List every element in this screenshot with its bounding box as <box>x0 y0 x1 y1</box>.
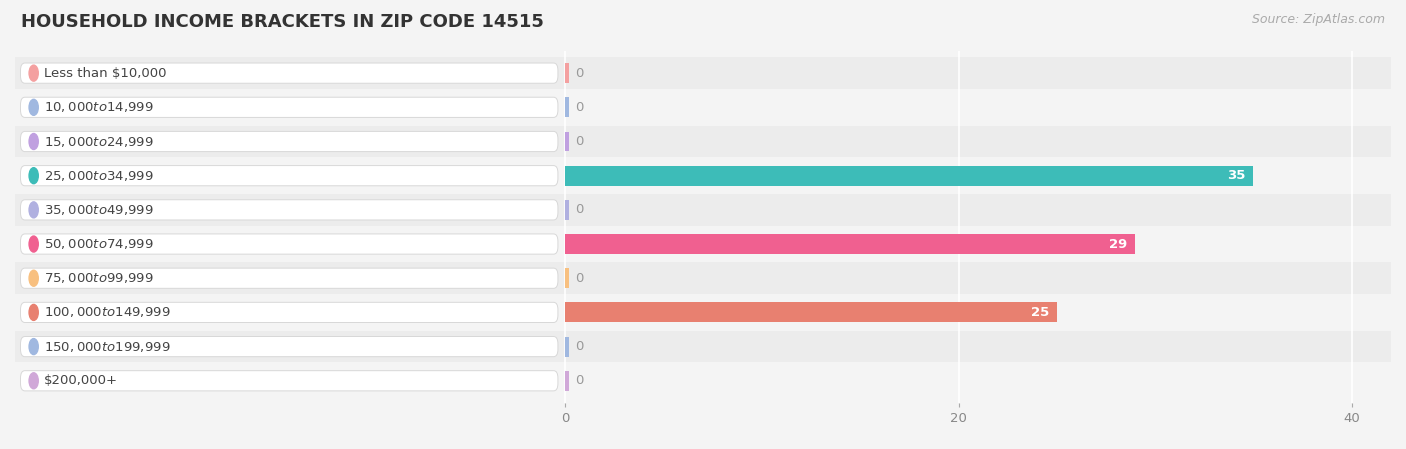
Bar <box>565 371 569 391</box>
FancyBboxPatch shape <box>21 166 558 186</box>
FancyBboxPatch shape <box>21 234 558 254</box>
Bar <box>565 97 569 117</box>
Bar <box>15 92 1391 123</box>
Text: 29: 29 <box>1109 238 1128 251</box>
Text: $200,000+: $200,000+ <box>44 374 118 387</box>
Bar <box>565 234 1136 254</box>
Text: Source: ZipAtlas.com: Source: ZipAtlas.com <box>1251 13 1385 26</box>
Circle shape <box>30 202 38 218</box>
Text: $15,000 to $24,999: $15,000 to $24,999 <box>44 135 153 149</box>
Circle shape <box>30 304 38 321</box>
Bar <box>565 166 1253 185</box>
FancyBboxPatch shape <box>21 63 558 83</box>
Circle shape <box>30 339 38 355</box>
Bar <box>15 126 1391 158</box>
Circle shape <box>30 133 38 150</box>
FancyBboxPatch shape <box>21 371 558 391</box>
Bar <box>565 269 569 288</box>
Text: 0: 0 <box>575 66 583 79</box>
Circle shape <box>30 270 38 286</box>
Text: 35: 35 <box>1227 169 1246 182</box>
Circle shape <box>30 99 38 115</box>
Circle shape <box>30 373 38 389</box>
Text: 0: 0 <box>575 135 583 148</box>
FancyBboxPatch shape <box>21 302 558 322</box>
Bar <box>565 303 1057 322</box>
Text: $100,000 to $149,999: $100,000 to $149,999 <box>44 305 170 319</box>
Bar <box>15 331 1391 362</box>
FancyBboxPatch shape <box>21 200 558 220</box>
Circle shape <box>30 65 38 81</box>
Text: 0: 0 <box>575 374 583 387</box>
Bar <box>15 228 1391 260</box>
Text: 0: 0 <box>575 203 583 216</box>
Bar <box>15 365 1391 396</box>
Text: 0: 0 <box>575 101 583 114</box>
FancyBboxPatch shape <box>21 336 558 357</box>
Circle shape <box>30 236 38 252</box>
FancyBboxPatch shape <box>21 132 558 152</box>
Bar <box>15 160 1391 192</box>
Text: HOUSEHOLD INCOME BRACKETS IN ZIP CODE 14515: HOUSEHOLD INCOME BRACKETS IN ZIP CODE 14… <box>21 13 544 31</box>
Text: $50,000 to $74,999: $50,000 to $74,999 <box>44 237 153 251</box>
Text: $10,000 to $14,999: $10,000 to $14,999 <box>44 100 153 114</box>
Bar <box>565 132 569 151</box>
Bar <box>565 63 569 83</box>
Bar <box>565 337 569 357</box>
FancyBboxPatch shape <box>21 268 558 288</box>
Bar <box>15 296 1391 328</box>
Text: $35,000 to $49,999: $35,000 to $49,999 <box>44 203 153 217</box>
Text: $25,000 to $34,999: $25,000 to $34,999 <box>44 169 153 183</box>
Text: 0: 0 <box>575 272 583 285</box>
Bar <box>15 57 1391 89</box>
FancyBboxPatch shape <box>21 97 558 118</box>
Text: 25: 25 <box>1031 306 1049 319</box>
Bar <box>565 200 569 220</box>
Bar <box>15 194 1391 226</box>
Bar <box>15 262 1391 294</box>
Text: Less than $10,000: Less than $10,000 <box>44 66 167 79</box>
Text: $75,000 to $99,999: $75,000 to $99,999 <box>44 271 153 285</box>
Text: 0: 0 <box>575 340 583 353</box>
Text: $150,000 to $199,999: $150,000 to $199,999 <box>44 339 170 354</box>
Circle shape <box>30 167 38 184</box>
